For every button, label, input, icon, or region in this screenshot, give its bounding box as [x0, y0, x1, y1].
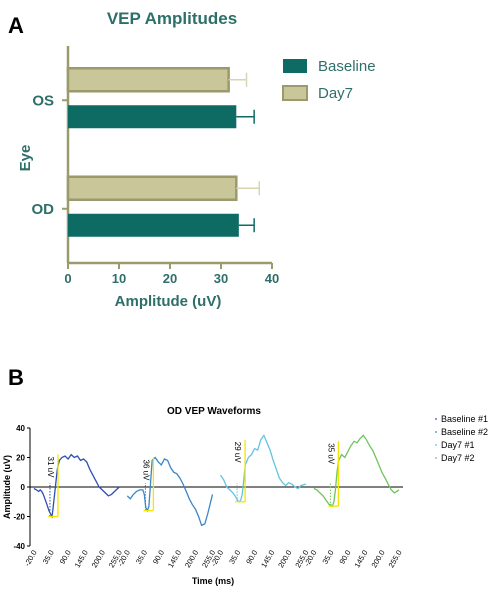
chart-a-x-tick-label: 40: [265, 271, 279, 286]
chart-b-x-tick-label: 200.0: [276, 549, 293, 570]
chart-b-x-tick-label: 200.0: [183, 549, 200, 570]
chart-b-y-tick-label: -20: [13, 513, 25, 522]
chart-b-amplitude-label: 29 uV: [233, 442, 242, 464]
chart-b-x-tick-label: 90.0: [244, 549, 259, 566]
chart-b-legend-label: Baseline #2: [441, 427, 488, 437]
chart-b-legend-label: Baseline #1: [441, 414, 488, 424]
chart-a-xlabel: Amplitude (uV): [115, 293, 222, 310]
chart-a-legend-swatch: [283, 59, 307, 73]
chart-b-x-tick-label: 35.0: [134, 549, 149, 566]
chart-b-x-tick-label: 255.0: [387, 549, 404, 570]
chart-a-category-label: OD: [32, 201, 55, 218]
chart-b-x-tick-label: 35.0: [41, 549, 56, 566]
chart-b-legend-marker: [435, 457, 437, 459]
chart-b-x-tick-label: 200.0: [369, 549, 386, 570]
chart-b-series-4: [313, 434, 400, 508]
chart-b-amplitude-label: 31 uV: [46, 457, 55, 479]
od-vep-waveforms-chart: OD VEP Waveforms Time (ms) Amplitude (uV…: [2, 406, 488, 586]
chart-b-title: OD VEP Waveforms: [167, 406, 261, 417]
vep-amplitudes-chart: VEP Amplitudes Amplitude (uV) Eye 0 10 20 3…: [17, 9, 376, 310]
chart-b-x-tick-label: 145.0: [259, 549, 276, 570]
chart-a-x-tick-label: 30: [214, 271, 228, 286]
chart-a-x-tick-label: 10: [112, 271, 126, 286]
chart-b-x-tick-label: 145.0: [166, 549, 183, 570]
chart-a-ylabel: Eye: [17, 145, 34, 172]
chart-b-legend-label: Day7 #1: [441, 440, 475, 450]
panel-b-letter: B: [8, 365, 24, 390]
chart-a-legend-label: Day7: [318, 85, 353, 102]
chart-b-series-1: [33, 453, 120, 519]
chart-a-title: VEP Amplitudes: [107, 9, 237, 28]
chart-b-y-tick-label: 40: [16, 424, 25, 433]
chart-b-y-tick-label: 20: [16, 454, 25, 463]
chart-b-x-tick-label: 200.0: [90, 549, 107, 570]
chart-a-bar-day7: [66, 175, 238, 201]
chart-b-amplitude-label: 35 uV: [326, 443, 335, 465]
chart-b-legend-label: Day7 #2: [441, 453, 475, 463]
chart-b-y-tick-label: 0: [21, 483, 26, 492]
chart-b-xlabel: Time (ms): [192, 576, 234, 586]
chart-a-bar-day7: [66, 67, 230, 93]
chart-a-bar-baseline: [68, 105, 237, 129]
chart-b-x-tick-label: 145.0: [73, 549, 90, 570]
chart-b-ylabel: Amplitude (uV): [2, 455, 12, 519]
chart-b-x-tick-label: 145.0: [352, 549, 369, 570]
chart-b-y-tick-label: -40: [13, 542, 25, 551]
chart-b-x-tick-label: 35.0: [320, 549, 335, 566]
chart-b-x-tick-label: 90.0: [151, 549, 166, 566]
chart-a-x-tick-label: 0: [64, 271, 71, 286]
chart-b-legend-marker: [435, 444, 437, 446]
chart-b-series-2: [126, 456, 214, 527]
chart-a-bar-baseline: [68, 213, 239, 237]
chart-b-legend-marker: [435, 431, 437, 433]
chart-b-x-tick-label: 35.0: [227, 549, 242, 566]
chart-b-legend-marker: [435, 418, 437, 420]
chart-a-legend-swatch: [282, 85, 308, 101]
chart-b-amplitude-label: 36 uV: [141, 460, 150, 482]
chart-b-series-3: [219, 434, 306, 503]
chart-b-x-tick-label: 90.0: [337, 549, 352, 566]
chart-a-category-label: OS: [32, 92, 54, 109]
chart-a-x-tick-label: 20: [163, 271, 177, 286]
chart-a-legend-label: Baseline: [318, 58, 376, 75]
chart-b-x-tick-label: -20.0: [22, 549, 38, 568]
chart-b-x-tick-label: 90.0: [58, 549, 73, 566]
panel-a-letter: A: [8, 13, 24, 38]
